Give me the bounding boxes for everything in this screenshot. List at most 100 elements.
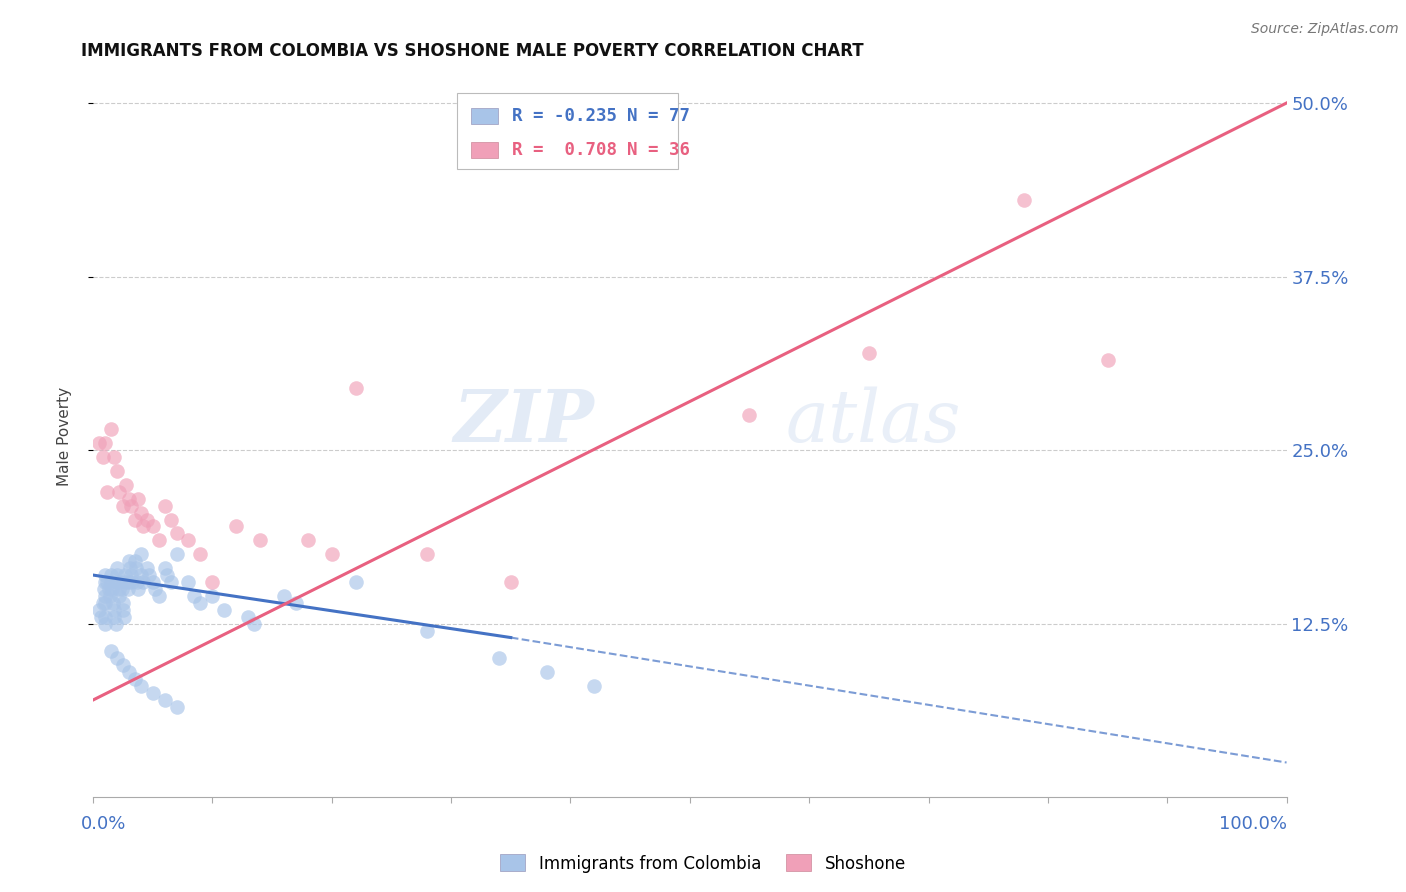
- Text: R = -0.235: R = -0.235: [512, 107, 617, 126]
- Point: [120, 568, 142, 582]
- Point: [111, 603, 134, 617]
- Point: [177, 574, 200, 589]
- Point: [111, 658, 134, 673]
- Point: [148, 589, 170, 603]
- Point: [118, 561, 141, 575]
- Point: [94, 568, 117, 582]
- Point: [100, 568, 122, 582]
- Point: [132, 519, 155, 533]
- Point: [129, 506, 152, 520]
- Point: [138, 568, 160, 582]
- Point: [87, 436, 110, 450]
- Point: [129, 679, 152, 693]
- Point: [105, 464, 128, 478]
- Point: [153, 693, 176, 707]
- Point: [103, 450, 125, 464]
- Point: [94, 596, 117, 610]
- Point: [108, 484, 131, 499]
- Point: [105, 568, 128, 582]
- Y-axis label: Male Poverty: Male Poverty: [58, 386, 72, 486]
- Point: [321, 547, 343, 561]
- Point: [536, 665, 558, 680]
- Point: [177, 533, 200, 548]
- Point: [499, 574, 522, 589]
- Bar: [471, 109, 498, 124]
- Point: [118, 574, 141, 589]
- Point: [94, 574, 117, 589]
- Point: [249, 533, 271, 548]
- Point: [488, 651, 510, 665]
- Point: [127, 491, 149, 506]
- Point: [183, 589, 205, 603]
- Text: N = 36: N = 36: [627, 141, 689, 159]
- Text: 100.0%: 100.0%: [1219, 815, 1286, 833]
- Point: [129, 547, 152, 561]
- Point: [273, 589, 295, 603]
- Point: [201, 589, 224, 603]
- Point: [135, 561, 157, 575]
- Point: [297, 533, 319, 548]
- Point: [142, 574, 165, 589]
- Point: [90, 609, 112, 624]
- Point: [111, 582, 134, 596]
- Point: [112, 609, 135, 624]
- Point: [94, 609, 117, 624]
- Point: [111, 499, 134, 513]
- Text: N = 77: N = 77: [627, 107, 689, 126]
- Point: [87, 603, 110, 617]
- Point: [118, 491, 141, 506]
- Point: [94, 616, 117, 631]
- Point: [159, 512, 181, 526]
- Point: [156, 568, 179, 582]
- Point: [1097, 352, 1119, 367]
- Point: [190, 547, 212, 561]
- Text: R =  0.708: R = 0.708: [512, 141, 617, 159]
- Point: [344, 381, 367, 395]
- Point: [121, 574, 143, 589]
- Point: [166, 526, 188, 541]
- Bar: [471, 142, 498, 158]
- Point: [225, 519, 247, 533]
- Point: [118, 554, 141, 568]
- Point: [125, 561, 148, 575]
- Point: [153, 561, 176, 575]
- Point: [129, 568, 152, 582]
- Point: [105, 561, 128, 575]
- Point: [97, 582, 120, 596]
- FancyBboxPatch shape: [457, 94, 678, 169]
- Point: [153, 499, 176, 513]
- Point: [94, 436, 117, 450]
- Text: atlas: atlas: [786, 386, 960, 457]
- Point: [284, 596, 307, 610]
- Point: [103, 596, 125, 610]
- Point: [107, 574, 129, 589]
- Point: [118, 665, 141, 680]
- Point: [243, 616, 266, 631]
- Point: [108, 589, 131, 603]
- Point: [238, 609, 260, 624]
- Point: [738, 409, 761, 423]
- Point: [135, 512, 157, 526]
- Point: [858, 346, 880, 360]
- Point: [110, 574, 132, 589]
- Point: [94, 589, 117, 603]
- Point: [104, 616, 127, 631]
- Point: [132, 574, 155, 589]
- Point: [124, 672, 146, 686]
- Point: [142, 686, 165, 700]
- Point: [96, 574, 118, 589]
- Point: [117, 582, 139, 596]
- Point: [166, 700, 188, 714]
- Point: [114, 568, 136, 582]
- Point: [115, 478, 138, 492]
- Text: 0.0%: 0.0%: [82, 815, 127, 833]
- Point: [105, 651, 128, 665]
- Point: [214, 603, 236, 617]
- Point: [124, 554, 146, 568]
- Point: [100, 574, 122, 589]
- Legend: Immigrants from Colombia, Shoshone: Immigrants from Colombia, Shoshone: [494, 847, 912, 880]
- Point: [100, 422, 122, 436]
- Point: [103, 603, 125, 617]
- Point: [115, 574, 138, 589]
- Point: [100, 644, 122, 658]
